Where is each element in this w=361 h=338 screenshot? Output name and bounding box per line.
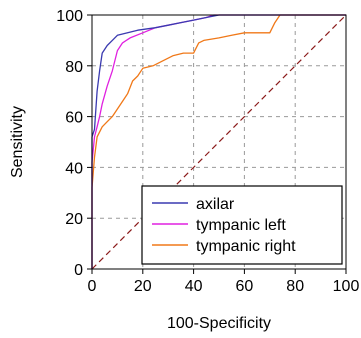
x-tick-label: 40 bbox=[185, 278, 203, 295]
legend: axilar tympanic left tympanic right bbox=[141, 185, 343, 265]
x-tick-label: 60 bbox=[236, 278, 254, 295]
y-axis-ticks: 0 20 40 60 80 100 bbox=[56, 8, 92, 279]
x-tick-label: 80 bbox=[286, 278, 304, 295]
x-tick-label: 20 bbox=[134, 278, 152, 295]
legend-box bbox=[141, 185, 343, 265]
plot-frame bbox=[91, 14, 347, 270]
y-axis-label: Sensitivity bbox=[9, 106, 26, 178]
x-axis-ticks: 0 20 40 60 80 100 bbox=[88, 269, 360, 295]
series-line-tympanic-right bbox=[91, 14, 346, 269]
y-tick-label: 80 bbox=[65, 59, 83, 76]
y-tick-label: 60 bbox=[65, 110, 83, 127]
y-tick-label: 20 bbox=[65, 211, 83, 228]
legend-label-tympanic-left: tympanic left bbox=[196, 217, 286, 234]
y-tick-label: 0 bbox=[74, 262, 83, 279]
legend-label-axilar: axilar bbox=[196, 196, 235, 213]
x-tick-label: 100 bbox=[333, 278, 360, 295]
x-axis-label: 100-Specificity bbox=[167, 315, 271, 332]
y-tick-label: 100 bbox=[56, 8, 83, 25]
y-tick-label: 40 bbox=[65, 160, 83, 177]
x-tick-label: 0 bbox=[88, 278, 97, 295]
legend-label-tympanic-right: tympanic right bbox=[196, 238, 296, 255]
